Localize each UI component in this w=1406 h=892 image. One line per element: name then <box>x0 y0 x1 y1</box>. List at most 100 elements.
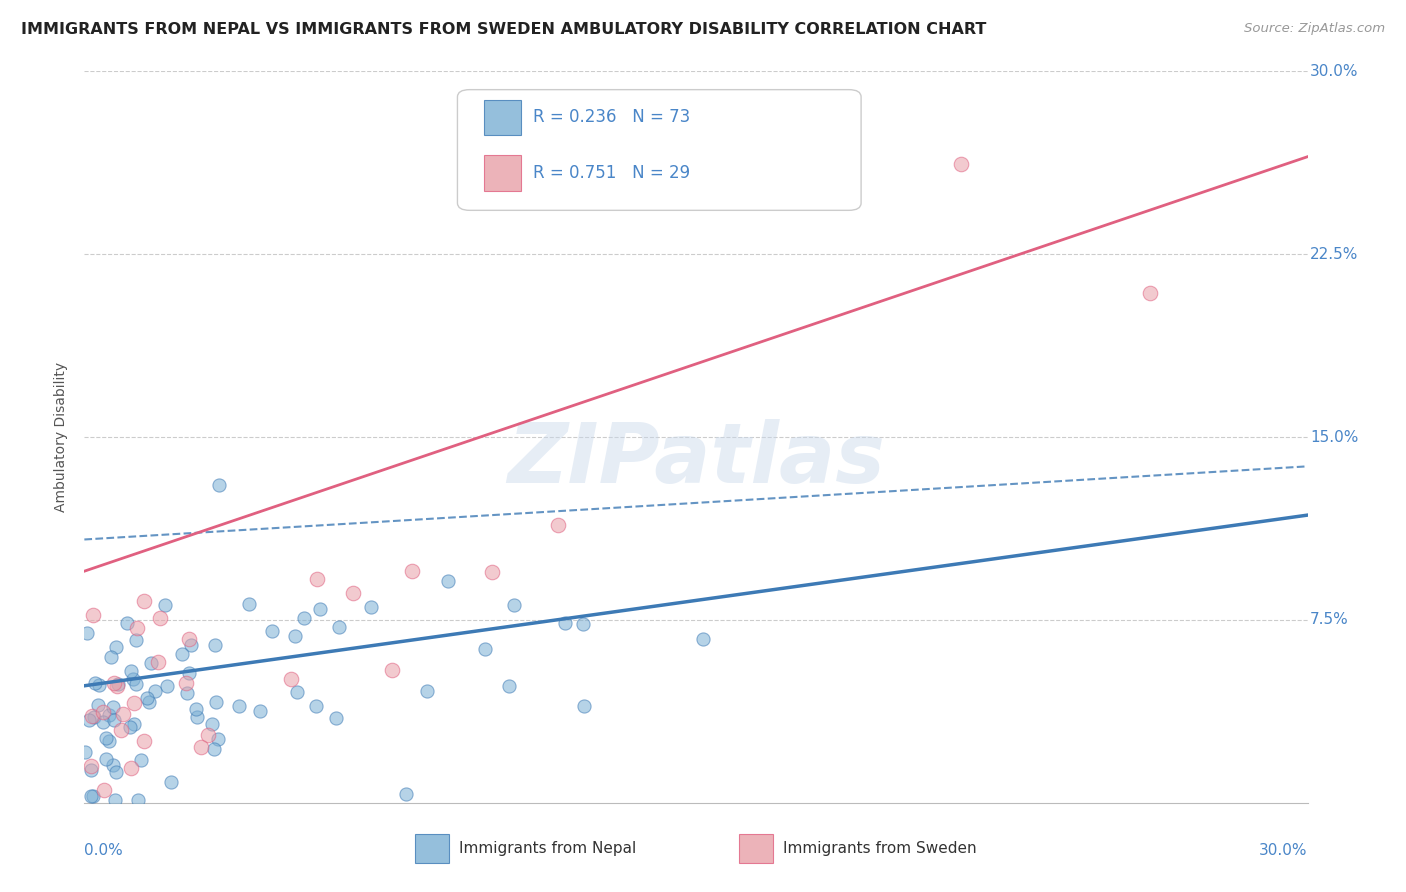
Point <box>285 685 308 699</box>
Point <box>437 574 460 588</box>
Point <box>132 594 155 608</box>
Point <box>136 691 159 706</box>
Text: 0.0%: 0.0% <box>84 843 124 858</box>
Point <box>80 758 103 772</box>
Point <box>75 746 97 760</box>
Text: 30.0%: 30.0% <box>1310 64 1358 78</box>
Point <box>149 611 172 625</box>
Text: IMMIGRANTS FROM NEPAL VS IMMIGRANTS FROM SWEDEN AMBULATORY DISABILITY CORRELATIO: IMMIGRANTS FROM NEPAL VS IMMIGRANTS FROM… <box>21 22 987 37</box>
Point <box>111 706 134 721</box>
Point <box>127 793 149 807</box>
Point <box>574 699 596 714</box>
Point <box>360 600 382 615</box>
Point <box>190 739 212 754</box>
Point <box>110 723 132 737</box>
Point <box>249 705 271 719</box>
Point <box>103 713 125 727</box>
Point <box>202 741 225 756</box>
Point <box>143 684 166 698</box>
Point <box>228 699 250 714</box>
Point <box>170 647 193 661</box>
Point <box>141 656 163 670</box>
Point <box>572 617 595 632</box>
Point <box>93 783 115 797</box>
Point <box>97 708 120 723</box>
Point <box>160 775 183 789</box>
Point <box>184 702 207 716</box>
Point <box>86 698 108 712</box>
Y-axis label: Ambulatory Disability: Ambulatory Disability <box>55 362 69 512</box>
Point <box>125 633 148 648</box>
Point <box>328 620 350 634</box>
FancyBboxPatch shape <box>484 100 522 135</box>
Point <box>146 655 169 669</box>
Point <box>280 672 302 686</box>
Point <box>104 764 127 779</box>
Point <box>208 478 231 492</box>
Text: 30.0%: 30.0% <box>1260 843 1308 858</box>
Point <box>91 715 114 730</box>
Text: R = 0.751   N = 29: R = 0.751 N = 29 <box>533 164 690 182</box>
Point <box>207 731 229 746</box>
Point <box>481 565 503 579</box>
FancyBboxPatch shape <box>415 833 449 863</box>
Point <box>309 602 332 616</box>
Point <box>76 626 98 640</box>
FancyBboxPatch shape <box>484 155 522 191</box>
Point <box>186 710 208 724</box>
Point <box>100 650 122 665</box>
Point <box>381 663 404 677</box>
Point <box>94 752 117 766</box>
Point <box>82 789 104 804</box>
Point <box>503 598 526 612</box>
Point <box>120 761 142 775</box>
Point <box>176 675 198 690</box>
Point <box>204 638 226 652</box>
Point <box>284 629 307 643</box>
Point <box>304 699 326 714</box>
Point <box>180 638 202 652</box>
Text: 15.0%: 15.0% <box>1310 430 1358 444</box>
Point <box>105 640 128 654</box>
Point <box>179 665 201 680</box>
Text: ZIPatlas: ZIPatlas <box>508 418 884 500</box>
Point <box>177 632 200 646</box>
Point <box>554 615 576 630</box>
Text: 22.5%: 22.5% <box>1310 247 1358 261</box>
Text: R = 0.236   N = 73: R = 0.236 N = 73 <box>533 109 690 127</box>
FancyBboxPatch shape <box>738 833 773 863</box>
Point <box>197 728 219 742</box>
Point <box>129 753 152 767</box>
Point <box>82 709 104 723</box>
Point <box>547 518 569 533</box>
Point <box>125 621 148 635</box>
Point <box>122 673 145 687</box>
Point <box>201 717 224 731</box>
Point <box>122 717 145 731</box>
Point <box>83 710 105 724</box>
Point <box>107 676 129 690</box>
Point <box>238 597 260 611</box>
Point <box>80 789 103 803</box>
Point <box>950 157 973 171</box>
Text: 7.5%: 7.5% <box>1310 613 1348 627</box>
Point <box>103 676 125 690</box>
Point <box>132 734 155 748</box>
Point <box>498 679 520 693</box>
Point <box>1139 285 1161 300</box>
Point <box>80 763 103 777</box>
Point <box>84 676 107 690</box>
Text: Immigrants from Nepal: Immigrants from Nepal <box>458 840 636 855</box>
Point <box>292 611 315 625</box>
Point <box>307 572 329 586</box>
Point <box>103 699 125 714</box>
Point <box>262 624 284 638</box>
Point <box>395 787 418 801</box>
Point <box>97 733 120 747</box>
Point <box>79 714 101 728</box>
Point <box>94 731 117 745</box>
Point <box>416 683 439 698</box>
Point <box>156 679 179 693</box>
Point <box>401 564 423 578</box>
Point <box>138 695 160 709</box>
